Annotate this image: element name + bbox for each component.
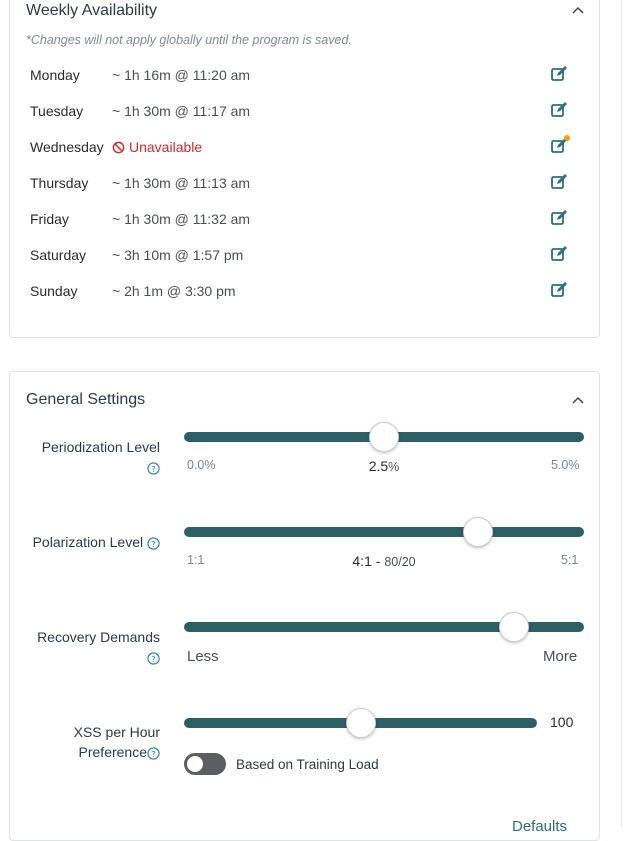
- periodization-slider-thumb[interactable]: [369, 422, 399, 452]
- weekly-availability-card: Weekly Availability *Changes will not ap…: [9, 0, 600, 338]
- availability-row-wednesday: Wednesday Unavailable: [30, 135, 570, 159]
- xss-value: 100: [550, 714, 574, 730]
- periodization-value-number: 2.5: [368, 458, 389, 474]
- edit-icon[interactable]: [550, 173, 568, 191]
- help-icon[interactable]: ?: [147, 537, 160, 550]
- availability-row-friday: Friday ~ 1h 30m @ 11:32 am: [30, 209, 570, 231]
- day-duration: ~ 1h 30m @ 11:17 am: [112, 103, 251, 119]
- edit-icon[interactable]: [550, 209, 568, 227]
- day-duration: ~ 1h 30m @ 11:13 am: [112, 175, 251, 191]
- polarization-max-label: 5:1: [561, 553, 579, 567]
- day-name: Sunday: [30, 283, 78, 299]
- blocked-icon: [112, 141, 125, 153]
- help-icon[interactable]: ?: [147, 652, 160, 665]
- day-unavailable: Unavailable: [112, 139, 202, 155]
- xss-label: XSS per Hour Preference ?: [30, 722, 160, 762]
- periodization-value: 2.5%: [334, 458, 434, 474]
- polarization-slider-thumb[interactable]: [463, 517, 493, 547]
- toggle-knob: [187, 756, 203, 772]
- page-edge-divider: [621, 0, 622, 827]
- availability-note: *Changes will not apply globally until t…: [26, 33, 352, 47]
- xss-slider-thumb[interactable]: [345, 708, 376, 738]
- svg-text:?: ?: [151, 749, 155, 759]
- polarization-split: 80/20: [384, 555, 416, 569]
- edit-icon[interactable]: [550, 281, 568, 299]
- day-duration: ~ 2h 1m @ 3:30 pm: [112, 283, 236, 299]
- svg-text:?: ?: [151, 464, 155, 474]
- availability-row-sunday: Sunday ~ 2h 1m @ 3:30 pm: [30, 281, 570, 303]
- edit-icon[interactable]: [550, 65, 568, 83]
- periodization-label: Periodization Level ?: [30, 437, 160, 477]
- edit-icon[interactable]: [550, 101, 568, 119]
- polarization-slider-track[interactable]: [184, 527, 584, 537]
- day-name: Monday: [30, 67, 80, 83]
- periodization-label-text: Periodization Level: [41, 439, 160, 455]
- availability-row-thursday: Thursday ~ 1h 30m @ 11:13 am: [30, 173, 570, 195]
- recovery-slider-thumb[interactable]: [499, 612, 529, 642]
- day-name: Wednesday: [30, 139, 104, 155]
- training-load-toggle[interactable]: [184, 753, 226, 775]
- help-icon[interactable]: ?: [147, 462, 160, 475]
- xss-label-line1: XSS per Hour: [73, 724, 160, 740]
- polarization-label: Polarization Level ?: [30, 532, 160, 552]
- training-load-toggle-label: Based on Training Load: [236, 757, 379, 772]
- svg-text:?: ?: [151, 539, 155, 549]
- unavailable-text: Unavailable: [129, 139, 203, 155]
- periodization-max-label: 5.0%: [551, 458, 580, 472]
- availability-row-monday: Monday ~ 1h 16m @ 11:20 am: [30, 65, 570, 87]
- recovery-label: Recovery Demands ?: [30, 627, 160, 667]
- day-name: Friday: [30, 211, 69, 227]
- recovery-label-text: Recovery Demands: [37, 629, 160, 645]
- recovery-min-label: Less: [187, 648, 219, 665]
- day-duration: ~ 1h 30m @ 11:32 am: [112, 211, 251, 227]
- periodization-min-label: 0.0%: [187, 458, 216, 472]
- recovery-max-label: More: [543, 648, 578, 665]
- chevron-up-icon[interactable]: [572, 396, 584, 404]
- periodization-value-unit: %: [388, 460, 400, 474]
- polarization-value: 4:1 - 80/20: [314, 553, 454, 569]
- general-settings-title: General Settings: [26, 391, 146, 408]
- recovery-slider-track[interactable]: [184, 622, 584, 632]
- day-name: Saturday: [30, 247, 87, 263]
- availability-row-saturday: Saturday ~ 3h 10m @ 1:57 pm: [30, 245, 570, 267]
- polarization-label-text: Polarization Level: [32, 534, 144, 550]
- polarization-min-label: 1:1: [187, 553, 205, 567]
- day-duration: ~ 3h 10m @ 1:57 pm: [112, 247, 244, 263]
- notice-dot: [564, 135, 570, 141]
- availability-row-tuesday: Tuesday ~ 1h 30m @ 11:17 am: [30, 101, 570, 123]
- day-duration: ~ 1h 16m @ 11:20 am: [112, 67, 251, 83]
- general-settings-card: General Settings Periodization Level ? 0…: [9, 371, 600, 841]
- chevron-up-icon[interactable]: [572, 6, 584, 14]
- edit-icon[interactable]: [550, 245, 568, 263]
- polarization-separator: -: [371, 553, 385, 569]
- day-name: Thursday: [30, 175, 89, 191]
- xss-label-line2: Preference: [78, 744, 147, 760]
- weekly-availability-title: Weekly Availability: [26, 2, 158, 19]
- day-name: Tuesday: [30, 103, 84, 119]
- polarization-ratio: 4:1: [352, 553, 372, 569]
- help-icon[interactable]: ?: [147, 747, 160, 760]
- svg-text:?: ?: [151, 654, 155, 664]
